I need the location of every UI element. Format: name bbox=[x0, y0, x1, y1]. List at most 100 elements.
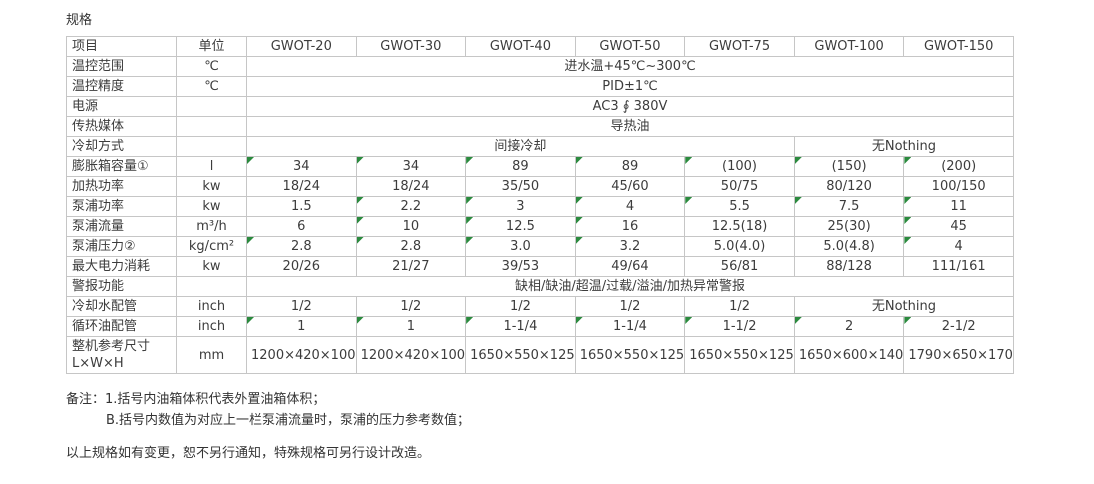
comment-flag-icon bbox=[247, 317, 254, 324]
row-label: 泵浦功率 bbox=[66, 196, 177, 217]
row-label: 温控范围 bbox=[66, 56, 177, 77]
row-unit bbox=[176, 276, 247, 297]
spec-cell: 6 bbox=[246, 216, 357, 237]
spec-cell: 1650×550×1250 bbox=[465, 336, 576, 374]
column-header-gwot-75: GWOT-75 bbox=[684, 36, 795, 57]
spec-cell: 1650×550×1250 bbox=[574, 336, 686, 374]
row-unit: ℃ bbox=[176, 76, 247, 97]
row-unit bbox=[176, 136, 247, 157]
row-label: 膨胀箱容量① bbox=[66, 156, 177, 177]
comment-flag-icon bbox=[576, 237, 583, 244]
table-row: 电源 AC3 ∮ 380V bbox=[66, 96, 1014, 117]
spec-table-body: 项目 单位 GWOT-20 GWOT-30 GWOT-40 GWOT-50 GWOT-75 G… bbox=[66, 36, 1015, 374]
comment-flag-icon bbox=[357, 237, 364, 244]
spec-cell: 50/75 bbox=[684, 176, 795, 197]
comment-flag-icon bbox=[904, 317, 912, 324]
spec-cell: 5.0(4.0) bbox=[684, 236, 795, 257]
spec-cell: 16 bbox=[574, 216, 686, 237]
comment-flag-icon bbox=[904, 217, 912, 224]
spec-cell: 1/2 bbox=[246, 296, 357, 317]
comment-flag-icon bbox=[466, 157, 474, 164]
comment-flag-icon bbox=[466, 217, 474, 224]
spec-cell: 无Nothing bbox=[793, 136, 1015, 157]
spec-cell: PID±1℃ bbox=[246, 76, 1014, 97]
spec-cell: 10 bbox=[355, 216, 467, 237]
comment-flag-icon bbox=[795, 197, 802, 204]
row-unit: kw bbox=[176, 196, 247, 217]
row-label: 温控精度 bbox=[66, 76, 177, 97]
spec-cell: 1.5 bbox=[246, 196, 357, 217]
spec-cell: 18/24 bbox=[246, 176, 357, 197]
column-header-gwot-150: GWOT-150 bbox=[903, 36, 1014, 57]
remark-text-1: 1.括号内油箱体积代表外置油箱体积； bbox=[105, 392, 326, 407]
spec-cell: 2.8 bbox=[246, 236, 357, 257]
spec-cell: 导热油 bbox=[246, 116, 1014, 137]
table-row: 冷却方式 间接冷却 无Nothing bbox=[66, 136, 1015, 157]
remark-label: 备注： bbox=[66, 392, 106, 407]
spec-cell: AC3 ∮ 380V bbox=[246, 96, 1014, 117]
row-unit: mm bbox=[176, 336, 247, 374]
spec-cell: 1-1/4 bbox=[574, 316, 686, 337]
spec-cell: (200) bbox=[903, 156, 1014, 177]
spec-cell: 1/2 bbox=[355, 296, 467, 317]
spec-cell: 2-1/2 bbox=[903, 316, 1014, 337]
spec-cell: 12.5 bbox=[465, 216, 576, 237]
row-unit: inch bbox=[176, 316, 247, 337]
table-row: 温控范围 ℃ 进水温+45℃~300℃ bbox=[66, 56, 1014, 77]
comment-flag-icon bbox=[466, 237, 474, 244]
spec-cell: 3.2 bbox=[574, 236, 686, 257]
spec-cell: 4 bbox=[574, 196, 686, 217]
spec-cell: 35/50 bbox=[465, 176, 576, 197]
comment-flag-icon bbox=[576, 317, 583, 324]
spec-cell: 89 bbox=[574, 156, 686, 177]
table-row: 循环油配管 inch 1 1 1-1/4 1-1/4 1-1/2 2 2-1/2 bbox=[66, 316, 1014, 337]
spec-cell: 5.0(4.8) bbox=[793, 236, 905, 257]
row-label: 泵浦流量 bbox=[66, 216, 177, 237]
spec-cell: 1650×600×1400 bbox=[793, 336, 905, 374]
column-header-gwot-20: GWOT-20 bbox=[246, 36, 357, 57]
table-row: 泵浦压力② kg/cm² 2.8 2.8 3.0 3.2 5.0(4.0) 5.0(4.8) 4 bbox=[66, 236, 1014, 257]
comment-flag-icon bbox=[904, 237, 912, 244]
comment-flag-icon bbox=[247, 237, 254, 244]
row-label-line1: 整机参考尺寸 bbox=[72, 339, 151, 354]
row-unit: ℃ bbox=[176, 56, 247, 77]
comment-flag-icon bbox=[904, 197, 912, 204]
row-label: 整机参考尺寸 L×W×H bbox=[66, 336, 177, 374]
note-line-1: 备注：1.括号内油箱体积代表外置油箱体积； bbox=[66, 389, 1094, 410]
spec-cell: 5.5 bbox=[684, 196, 795, 217]
row-label: 加热功率 bbox=[66, 176, 177, 197]
comment-flag-icon bbox=[795, 157, 802, 164]
spec-cell: 1 bbox=[246, 316, 357, 337]
spec-cell: 49/64 bbox=[574, 256, 686, 277]
spec-page: 规格 项目 单位 GWOT-20 GWOT-30 GWOT-40 GWOT-50 GWOT-… bbox=[66, 13, 1094, 464]
comment-flag-icon bbox=[466, 317, 474, 324]
comment-flag-icon bbox=[795, 317, 802, 324]
spec-cell: 无Nothing bbox=[793, 296, 1015, 317]
spec-cell: 2.2 bbox=[355, 196, 467, 217]
comment-flag-icon bbox=[576, 197, 583, 204]
comment-flag-icon bbox=[576, 217, 583, 224]
comment-flag-icon bbox=[685, 157, 693, 164]
table-row: 整机参考尺寸 L×W×H mm 1200×420×1000 1200×420×1000 1… bbox=[66, 336, 1014, 374]
note-footer: 以上规格如有变更，恕不另行通知，特殊规格可另行设计改造。 bbox=[66, 446, 431, 461]
spec-cell: 11 bbox=[903, 196, 1014, 217]
spec-cell: 1-1/4 bbox=[465, 316, 576, 337]
notes-block: 备注：1.括号内油箱体积代表外置油箱体积； B.括号内数值为对应上一栏泵浦流量时… bbox=[66, 389, 1094, 464]
comment-flag-icon bbox=[357, 157, 364, 164]
spec-cell: 20/26 bbox=[246, 256, 357, 277]
spec-cell: 111/161 bbox=[903, 256, 1014, 277]
row-label: 冷却方式 bbox=[66, 136, 177, 157]
header-item-label: 项目 bbox=[66, 36, 177, 57]
row-unit: l bbox=[176, 156, 247, 177]
spec-cell: 间接冷却 bbox=[246, 136, 795, 157]
column-header-gwot-100: GWOT-100 bbox=[793, 36, 905, 57]
spec-cell: 45/60 bbox=[574, 176, 686, 197]
header-row: 项目 单位 GWOT-20 GWOT-30 GWOT-40 GWOT-50 GWOT-75 G… bbox=[66, 36, 1014, 57]
comment-flag-icon bbox=[904, 157, 912, 164]
spec-cell: 缺相/缺油/超温/过载/溢油/加热异常警报 bbox=[246, 276, 1014, 297]
comment-flag-icon bbox=[466, 197, 474, 204]
table-row: 泵浦功率 kw 1.5 2.2 3 4 5.5 7.5 11 bbox=[66, 196, 1014, 217]
comment-flag-icon bbox=[685, 197, 693, 204]
spec-cell: 2.8 bbox=[355, 236, 467, 257]
spec-cell: 34 bbox=[355, 156, 467, 177]
